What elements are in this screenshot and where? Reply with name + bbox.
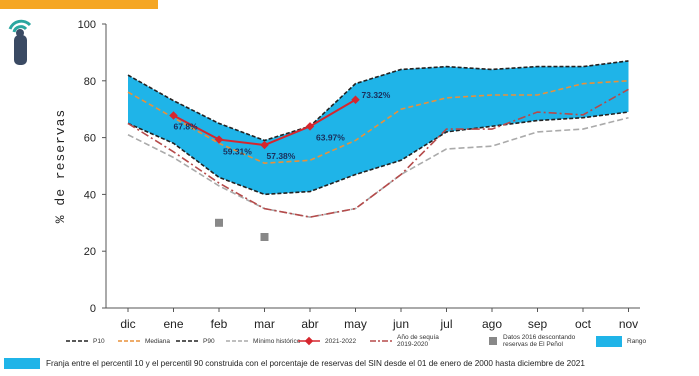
series-point xyxy=(351,95,360,105)
x-tick-label: abr xyxy=(301,317,318,331)
y-tick-label: 20 xyxy=(84,246,96,258)
range-band xyxy=(128,60,629,195)
y-tick-label: 0 xyxy=(90,303,96,315)
data-label: 63.97% xyxy=(316,132,345,142)
legend-item: Año de sequía 2019-2020 xyxy=(370,330,439,352)
legend-label: P10 xyxy=(93,337,105,345)
legend-swatch xyxy=(489,337,497,345)
data-label: 57.38% xyxy=(267,151,296,161)
datos-2016-point xyxy=(260,233,269,241)
footnote-text: Franja entre el percentil 10 y el percen… xyxy=(46,358,585,368)
legend-swatch xyxy=(298,336,320,346)
x-tick-label: may xyxy=(344,317,367,331)
legend-label: 2021-2022 xyxy=(325,337,357,345)
data-label: 67.8% xyxy=(174,121,199,131)
legend-label: Datos 2016 descontando reservas de El Pe… xyxy=(503,334,576,348)
x-tick-label: ene xyxy=(163,317,183,331)
y-axis-label: % de reservas xyxy=(53,109,68,223)
legend-item: Rango xyxy=(596,330,646,352)
legend-item: Datos 2016 descontando reservas de El Pe… xyxy=(488,330,575,352)
legend-label: Rango xyxy=(627,337,647,345)
legend-label: Año de sequía 2019-2020 xyxy=(397,334,439,348)
series-line xyxy=(127,111,629,196)
legend-item: P10 xyxy=(66,330,105,352)
touch-gesture-icon xyxy=(8,19,32,65)
x-tick-label: mar xyxy=(254,317,275,331)
legend-item: Mediana xyxy=(118,330,170,352)
series-line xyxy=(127,80,629,164)
data-label: 73.32% xyxy=(362,90,391,100)
x-tick-label: jul xyxy=(439,317,452,331)
header-accent-tab xyxy=(0,0,158,9)
range-swatch xyxy=(4,357,40,369)
legend-item: 2021-2022 xyxy=(298,330,356,352)
legend-label: Mediana xyxy=(145,337,170,345)
legend-item: Mínimo histórico xyxy=(226,330,300,352)
series-line xyxy=(127,116,629,218)
datos-2016-point xyxy=(215,218,223,227)
legend-swatch xyxy=(226,340,248,342)
y-tick-label: 60 xyxy=(84,133,96,145)
legend-label: Mínimo histórico xyxy=(253,337,301,345)
legend-swatch xyxy=(118,340,140,342)
y-tick-label: 80 xyxy=(84,76,96,88)
data-label: 59.31% xyxy=(223,147,252,157)
legend-item: P90 xyxy=(176,330,215,352)
series-point xyxy=(305,122,315,131)
footnote: Franja entre el percentil 10 y el percen… xyxy=(4,356,699,370)
x-tick-label: nov xyxy=(619,317,638,331)
legend-label: P90 xyxy=(203,337,215,345)
series-line xyxy=(127,88,629,218)
legend-swatch xyxy=(596,335,622,347)
y-tick-label: 100 xyxy=(78,19,96,31)
legend-swatch xyxy=(176,340,198,342)
series-point xyxy=(169,111,178,120)
legend-swatch xyxy=(66,340,88,342)
series-point xyxy=(214,135,224,144)
x-tick-label: oct xyxy=(575,317,592,331)
chart-legend: P10 Mediana P90 Mínimo histórico 2021-2022 Añ… xyxy=(0,330,699,352)
x-tick-label: feb xyxy=(211,317,228,331)
x-tick-label: ago xyxy=(482,317,502,331)
legend-swatch xyxy=(370,340,392,342)
series-line xyxy=(127,60,629,142)
series-point xyxy=(260,140,269,150)
x-tick-label: dic xyxy=(120,317,135,331)
y-tick-label: 40 xyxy=(84,189,96,201)
x-tick-label: sep xyxy=(528,317,548,331)
x-tick-label: jun xyxy=(392,317,409,331)
